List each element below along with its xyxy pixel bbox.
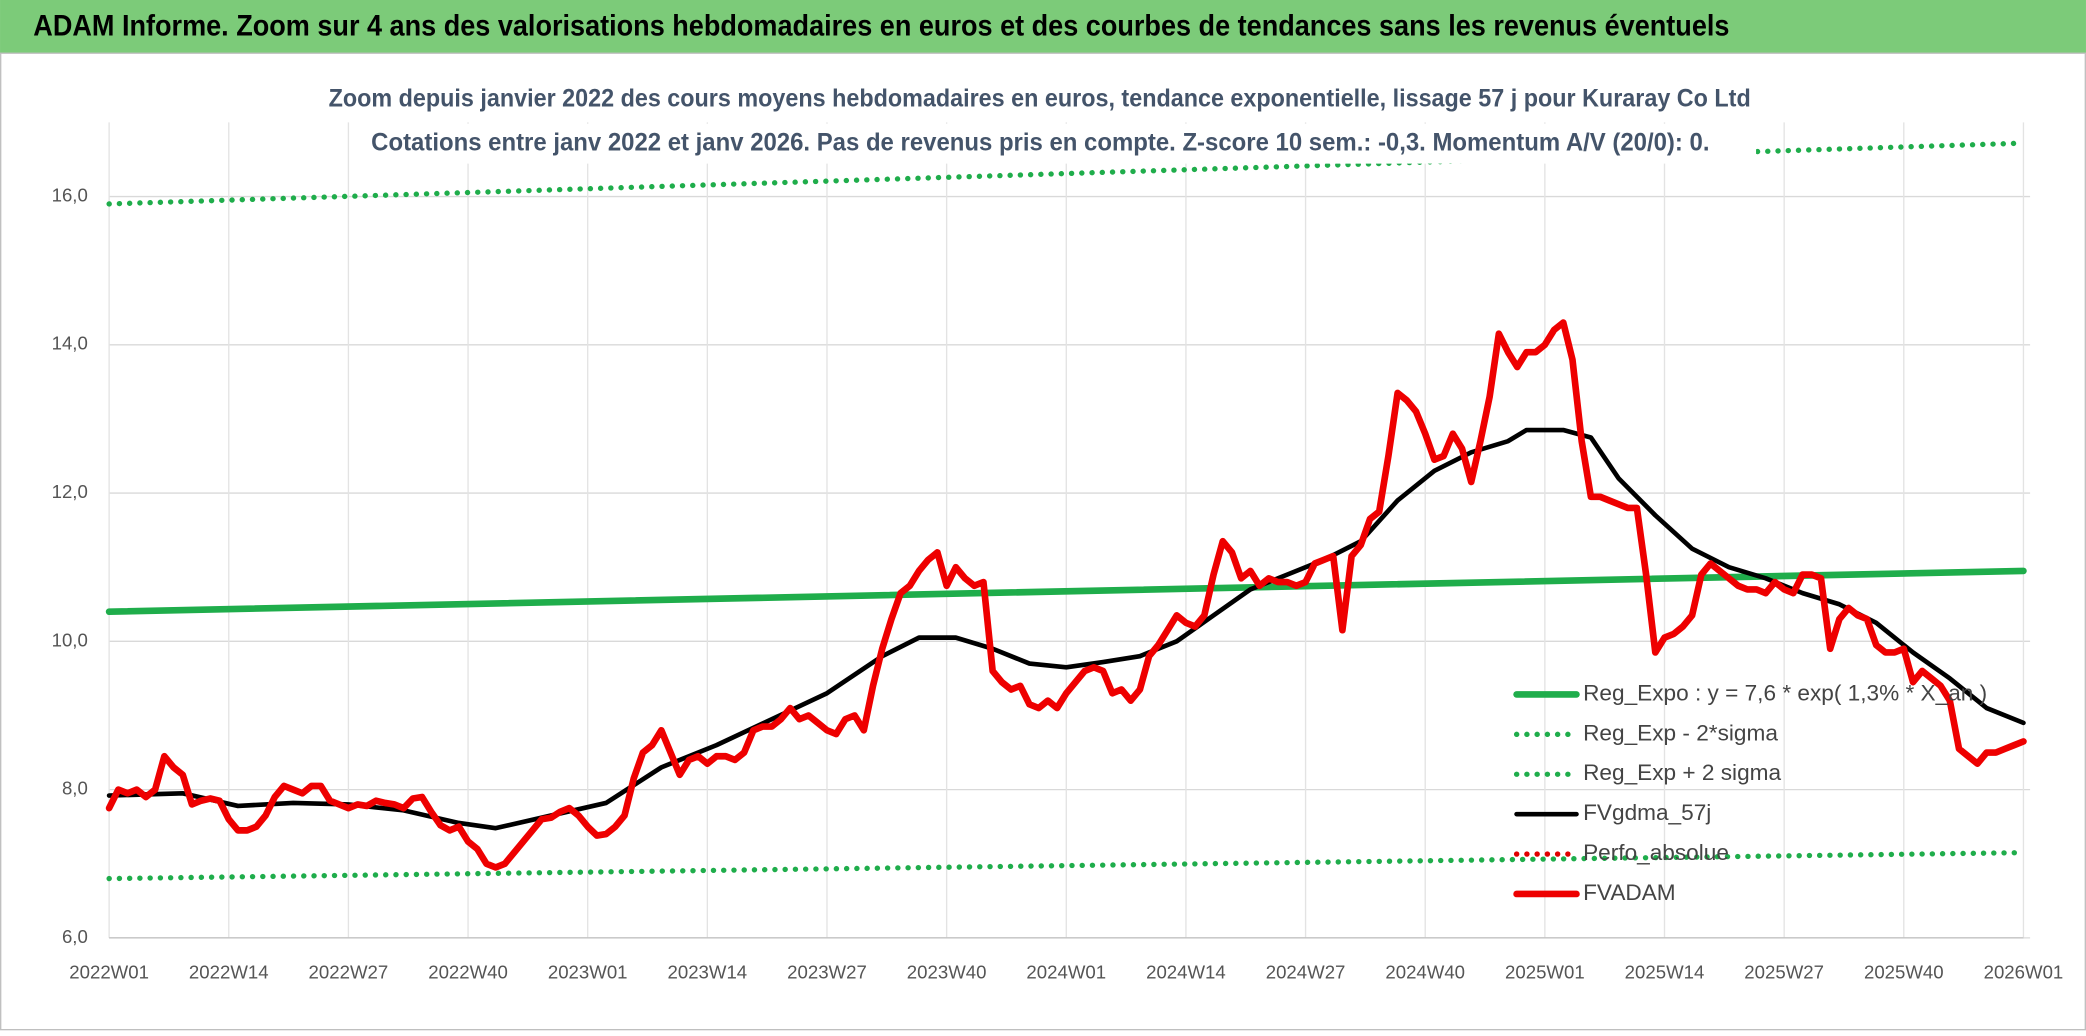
subtitle-background	[356, 123, 1757, 164]
x-tick-label: 2025W27	[1744, 962, 1824, 983]
legend: Reg_Expo : y = 7,6 * exp( 1,3% * X_an ) R…	[1513, 680, 1987, 905]
chart-border	[0, 52, 2086, 1031]
legend-label: Perfo_absolue	[1583, 840, 1729, 865]
x-tick-label: 2023W14	[668, 962, 748, 983]
legend-label: FVgdma_57j	[1583, 800, 1711, 825]
x-tick-label: 2025W40	[1864, 962, 1944, 983]
series-line	[105, 319, 2027, 871]
x-tick-label: 2024W14	[1146, 962, 1226, 983]
chart-subtitle: Cotations entre janv 2022 et janv 2026. …	[371, 128, 1709, 156]
legend-label: Reg_Expo : y = 7,6 * exp( 1,3% * X_an )	[1583, 680, 1987, 705]
header-title: ADAM Informe. Zoom sur 4 ans des valoris…	[33, 11, 1729, 43]
series-line	[106, 427, 2026, 831]
y-tick-label: 6,0	[62, 926, 88, 947]
y-tick-label: 10,0	[52, 629, 88, 650]
legend-label: FVADAM	[1583, 880, 1676, 905]
y-tick-label: 16,0	[52, 184, 88, 205]
legend-label: Reg_Exp - 2*sigma	[1583, 720, 1778, 745]
x-tick-label: 2024W27	[1266, 962, 1346, 983]
x-tick-label: 2026W01	[1984, 962, 2064, 983]
series-line	[105, 567, 2027, 616]
legend-label: Reg_Exp + 2 sigma	[1583, 760, 1781, 785]
x-tick-label: 2022W14	[189, 962, 269, 983]
x-tick-label: 2022W01	[69, 962, 149, 983]
plot-area: 6,0 8,0 10,0 12,0 14,0 16,0 2022W01 2022W14 2022…	[52, 122, 2064, 983]
x-tick-label: 2025W14	[1625, 962, 1705, 983]
header-bar	[0, 0, 2086, 54]
x-tick-label: 2022W40	[428, 962, 508, 983]
x-tick-label: 2024W01	[1026, 962, 1106, 983]
series-line	[106, 849, 2027, 882]
x-tick-label: 2022W27	[309, 962, 389, 983]
x-tick-label: 2024W40	[1385, 962, 1465, 983]
x-tick-label: 2023W40	[907, 962, 987, 983]
y-tick-label: 8,0	[62, 778, 88, 799]
y-tick-label: 12,0	[52, 481, 88, 502]
x-tick-label: 2023W01	[548, 962, 628, 983]
y-tick-label: 14,0	[52, 333, 88, 354]
x-tick-label: 2025W01	[1505, 962, 1585, 983]
x-tick-label: 2023W27	[787, 962, 867, 983]
chart-title: Zoom depuis janvier 2022 des cours moyen…	[329, 84, 1751, 112]
